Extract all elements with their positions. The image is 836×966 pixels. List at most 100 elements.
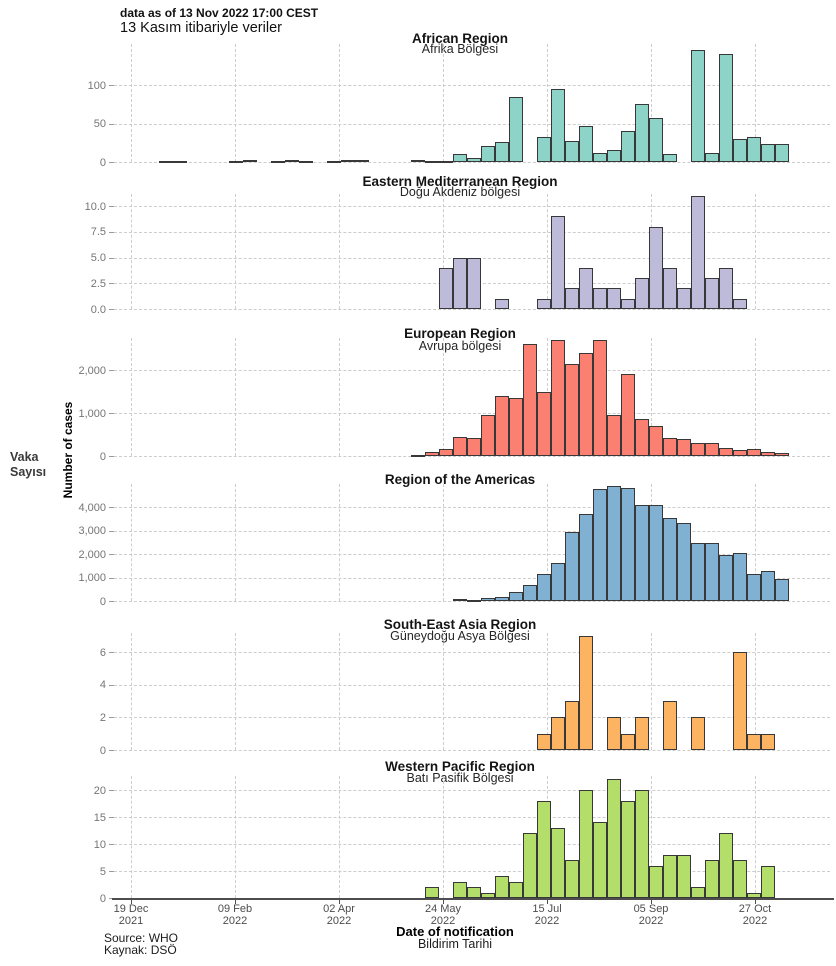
y-tick-label: 0.0 [90, 303, 106, 316]
panel-title: European Region [404, 326, 516, 341]
v-gridline [651, 338, 652, 456]
bar [663, 437, 677, 456]
bar [453, 154, 467, 162]
v-gridline [547, 194, 548, 309]
bar [537, 800, 551, 898]
bar [523, 833, 537, 898]
bar [495, 395, 509, 456]
bar [691, 442, 705, 456]
y-tick-label: 20 [93, 784, 106, 797]
bar [691, 543, 705, 601]
panel-subtitle: Doğu Akdeniz bölgesi [399, 185, 521, 199]
bar [453, 881, 467, 898]
x-tick-year-label: 2022 [742, 915, 768, 927]
v-gridline [235, 484, 236, 601]
h-gridline [114, 844, 830, 845]
bar [537, 137, 551, 162]
v-gridline [755, 44, 756, 162]
data-as-of-note: data as of 13 Nov 2022 17:00 CEST [120, 6, 319, 20]
y-tick-label: 50 [93, 118, 106, 130]
bar [551, 717, 565, 750]
x-tick-label: 24 May [424, 903, 462, 915]
x-axis-line [112, 898, 834, 900]
h-gridline [114, 577, 830, 579]
bar [579, 352, 593, 456]
bar [663, 701, 677, 750]
bar [607, 415, 621, 456]
bar [551, 563, 565, 601]
x-tick-year-label: 2021 [118, 915, 144, 927]
bar [635, 278, 649, 309]
bar [537, 391, 551, 456]
bar [719, 447, 733, 456]
h-gridline [114, 684, 830, 686]
bar [677, 854, 691, 898]
bar [355, 160, 369, 163]
bar [453, 598, 467, 601]
bar [677, 523, 691, 601]
bar [551, 88, 565, 162]
bar [761, 452, 775, 456]
bar [411, 454, 425, 457]
y-tick-label: 2 [99, 711, 106, 724]
y-axis-label-turkish: Vaka Sayısı [10, 450, 47, 479]
bar [733, 860, 747, 898]
x-axis-title-turkish: Bildirim Tarihi [417, 937, 493, 951]
bar [537, 298, 551, 309]
v-gridline [131, 484, 132, 601]
v-gridline [235, 338, 236, 456]
bar [327, 160, 341, 163]
bar [537, 573, 551, 601]
y-tick-label: 0 [99, 595, 106, 608]
bar [593, 339, 607, 456]
panel-title: Region of the Americas [384, 472, 536, 487]
bar [635, 419, 649, 456]
bar [509, 881, 523, 898]
x-tick-mark [651, 900, 652, 904]
bar [775, 453, 789, 456]
v-gridline [651, 633, 652, 750]
y-tick-label: 0 [99, 156, 106, 169]
y-tick-label: 5.0 [90, 252, 106, 265]
bar [621, 131, 635, 162]
y-tick-mark [109, 206, 114, 208]
bar [621, 488, 635, 601]
h-gridline [114, 507, 830, 508]
bar [565, 363, 579, 456]
panel-title: South-East Asia Region [383, 617, 537, 632]
bar [607, 150, 621, 162]
bar [663, 854, 677, 898]
y-tick-label: 6 [99, 646, 106, 659]
v-gridline [339, 776, 340, 898]
v-gridline [755, 484, 756, 601]
bar [341, 160, 355, 163]
x-tick-year-label: 2022 [638, 915, 664, 927]
bar [243, 160, 257, 163]
bar [439, 160, 453, 163]
bar [579, 514, 593, 601]
y-tick-mark [109, 844, 114, 845]
panel-subtitle: Avrupa bölgesi [418, 339, 502, 353]
h-gridline [114, 817, 830, 818]
y-tick-label: 10 [93, 838, 106, 851]
y-tick-mark [109, 601, 114, 602]
y-tick-mark [109, 85, 114, 86]
bar [509, 591, 523, 601]
bar [775, 579, 789, 601]
h-gridline [114, 652, 830, 654]
bar [691, 887, 705, 898]
bar [439, 448, 453, 456]
v-gridline [755, 633, 756, 750]
bar [649, 425, 663, 456]
bar [467, 599, 481, 602]
x-tick-label: 02 Apr [323, 903, 355, 915]
bar [593, 288, 607, 309]
y-tick-label: 2.5 [90, 277, 106, 290]
bar [747, 892, 761, 898]
bar [551, 339, 565, 456]
bar [425, 160, 439, 163]
bar [425, 451, 439, 456]
bar [509, 96, 523, 162]
bar [747, 448, 761, 456]
y-tick-label: 4,000 [78, 501, 106, 514]
